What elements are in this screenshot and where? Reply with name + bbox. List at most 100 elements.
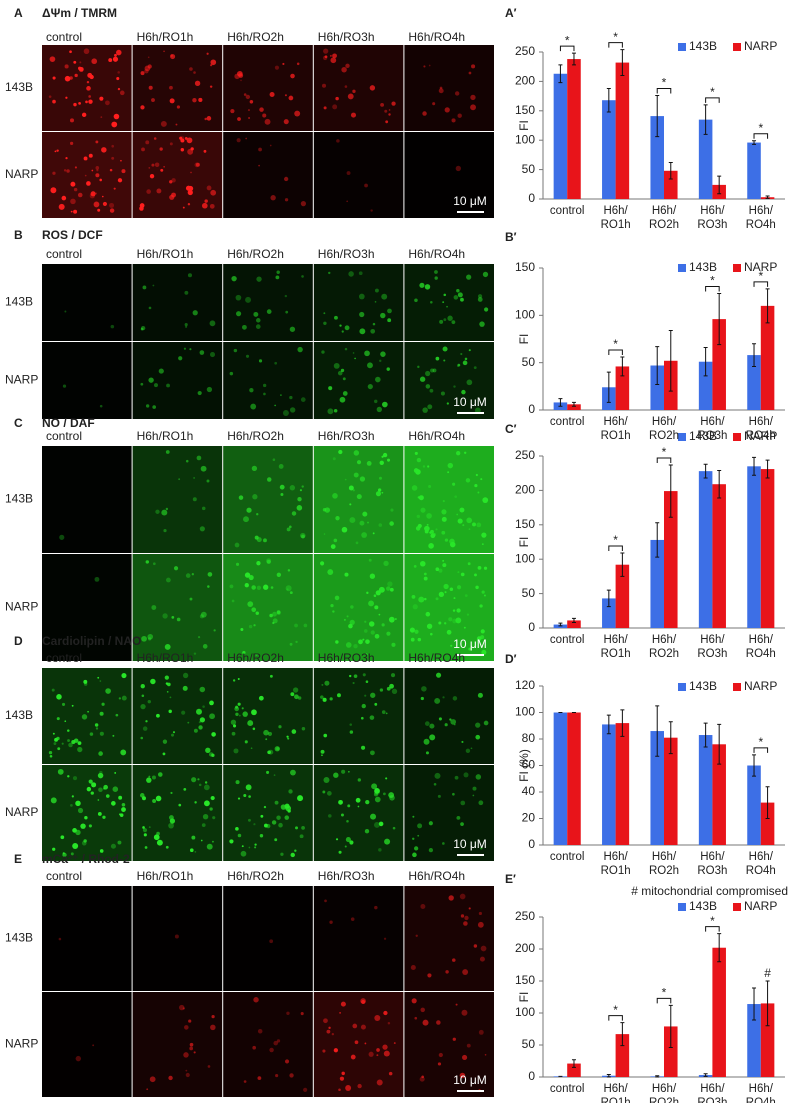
- fluorescent-spot: [70, 141, 74, 146]
- fluorescent-spot: [67, 729, 70, 732]
- fluorescent-spot: [394, 618, 397, 620]
- fluorescent-spot: [480, 945, 487, 952]
- error-bar: [703, 104, 708, 135]
- fluorescent-spot: [478, 911, 482, 916]
- cell-image: [313, 992, 404, 1097]
- fluorescent-spot: [456, 585, 462, 590]
- significance-bracket: [656, 997, 672, 1004]
- bar: [615, 564, 630, 628]
- fluorescent-spot: [320, 561, 325, 566]
- fluorescent-spot: [348, 623, 353, 629]
- column-label: H6h/RO3h: [318, 651, 375, 665]
- fluorescent-spot: [386, 631, 391, 636]
- fluorescent-spot: [121, 672, 127, 679]
- fluorescent-spot: [263, 729, 269, 736]
- fluorescent-spot: [193, 652, 197, 655]
- fluorescent-spot: [385, 120, 389, 124]
- fluorescent-spot: [358, 271, 363, 276]
- fluorescent-spot: [412, 852, 417, 858]
- fluorescent-spot: [169, 180, 173, 184]
- fluorescent-spot: [346, 171, 351, 175]
- column-label: H6h/RO1h: [137, 869, 194, 883]
- fluorescent-spot: [332, 104, 338, 110]
- fluorescent-spot: [254, 846, 257, 849]
- fluorescent-spot: [235, 827, 239, 831]
- panel-title: NO / DAF: [42, 416, 95, 430]
- fluorescent-spot: [444, 723, 448, 727]
- fluorescent-spot: [454, 495, 458, 499]
- y-tick-label: 250: [515, 448, 535, 462]
- fluorescent-spot: [148, 85, 153, 90]
- fluorescent-spot: [333, 538, 338, 543]
- fluorescent-spot: [247, 720, 254, 727]
- fluorescent-spot: [91, 58, 98, 65]
- bar: [650, 365, 664, 410]
- fluorescent-spot: [169, 142, 173, 146]
- fluorescent-spot: [52, 99, 56, 104]
- error-bar: [765, 786, 770, 819]
- error-bar: [558, 622, 563, 627]
- fluorescent-spot: [81, 714, 88, 720]
- fluorescent-spot: [209, 351, 216, 358]
- cell-image: [404, 554, 494, 661]
- legend-label: 143B: [689, 39, 717, 53]
- fluorescent-spot: [147, 56, 150, 59]
- fluorescent-spot: [414, 451, 418, 455]
- fluorescent-spot: [374, 399, 378, 404]
- fluorescent-spot: [144, 846, 148, 849]
- y-tick-label: 150: [515, 517, 535, 531]
- fluorescent-spot: [202, 644, 208, 649]
- column-label: H6h/RO4h: [408, 869, 465, 883]
- fluorescent-spot: [233, 748, 239, 754]
- x-tick-label: H6h/ RO2h: [648, 851, 680, 877]
- fluorescent-spot: [212, 816, 216, 820]
- fluorescent-spot: [374, 796, 381, 803]
- fluorescent-spot: [378, 848, 382, 852]
- fluorescent-spot: [274, 800, 279, 805]
- fluorescent-spot: [209, 700, 214, 706]
- fluorescent-spot: [330, 57, 337, 64]
- fluorescent-spot: [284, 198, 289, 202]
- fluorescent-spot: [465, 748, 471, 754]
- fluorescent-spot: [110, 324, 115, 329]
- fluorescent-spot: [63, 169, 67, 172]
- fluorescent-spot: [373, 792, 379, 797]
- fluorescent-spot: [447, 315, 453, 321]
- fluorescent-spot: [289, 407, 296, 413]
- column-label: control: [46, 247, 82, 261]
- fluorescent-spot: [173, 566, 179, 571]
- fluorescent-spot: [241, 707, 244, 710]
- fluorescent-spot: [284, 294, 288, 298]
- fluorescent-spot: [383, 1050, 390, 1057]
- fluorescent-spot: [301, 534, 305, 539]
- fluorescent-spot: [453, 385, 456, 388]
- x-tick-label: H6h/ RO3h: [697, 1083, 728, 1103]
- significance-label: *: [613, 337, 618, 351]
- fluorescent-spot: [153, 383, 158, 388]
- fluorescent-spot: [78, 102, 81, 105]
- fluorescent-spot: [424, 284, 431, 290]
- fluorescent-spot: [204, 781, 208, 784]
- fluorescent-spot: [119, 813, 124, 817]
- error-bar: [703, 463, 708, 479]
- fluorescent-spot: [152, 405, 156, 409]
- fluorescent-spot: [324, 680, 330, 686]
- fluorescent-spot: [350, 605, 354, 609]
- significance-bracket: [608, 42, 623, 48]
- fluorescent-spot: [289, 525, 292, 529]
- fluorescent-spot: [375, 590, 381, 596]
- fluorescent-spot: [462, 360, 468, 366]
- legend-label: 143B: [689, 679, 717, 693]
- fluorescent-spot: [152, 284, 155, 287]
- fluorescent-spot: [359, 311, 365, 318]
- fluorescent-spot: [263, 584, 269, 590]
- fluorescent-spot: [140, 71, 145, 76]
- fluorescent-spot: [116, 77, 120, 81]
- fluorescent-spot: [364, 350, 370, 357]
- fluorescent-spot: [119, 90, 125, 96]
- fluorescent-spot: [142, 828, 148, 833]
- fluorescent-spot: [276, 1039, 281, 1043]
- fluorescent-spot: [429, 531, 432, 534]
- fluorescent-spot: [382, 401, 388, 408]
